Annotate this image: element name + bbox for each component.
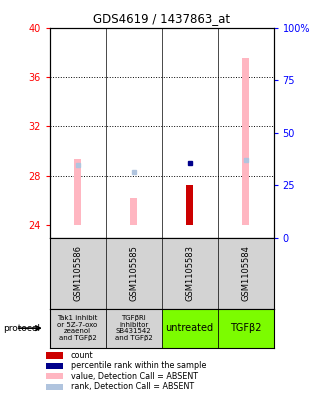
- Text: rank, Detection Call = ABSENT: rank, Detection Call = ABSENT: [71, 382, 194, 391]
- Bar: [186, 185, 193, 226]
- Text: GSM1105584: GSM1105584: [241, 245, 250, 301]
- Bar: [46, 373, 63, 380]
- Title: GDS4619 / 1437863_at: GDS4619 / 1437863_at: [93, 12, 230, 25]
- Bar: [46, 363, 63, 369]
- Bar: [46, 384, 63, 390]
- Bar: [50, 309, 106, 348]
- Bar: [162, 309, 218, 348]
- Bar: [106, 309, 162, 348]
- Text: GSM1105583: GSM1105583: [185, 245, 194, 301]
- Text: protocol: protocol: [3, 324, 40, 332]
- Bar: [218, 309, 274, 348]
- Bar: [130, 198, 137, 226]
- Bar: [46, 352, 63, 359]
- Text: TGFβ2: TGFβ2: [230, 323, 261, 333]
- Bar: [74, 159, 81, 226]
- Text: Tak1 inhibit
or 5Z-7-oxo
zeaenol
and TGFβ2: Tak1 inhibit or 5Z-7-oxo zeaenol and TGF…: [57, 316, 98, 341]
- Bar: [242, 59, 249, 226]
- Text: TGFβRI
inhibitor
SB431542
and TGFβ2: TGFβRI inhibitor SB431542 and TGFβ2: [115, 316, 152, 341]
- Text: GSM1105585: GSM1105585: [129, 245, 138, 301]
- Text: GSM1105586: GSM1105586: [73, 245, 82, 301]
- Text: value, Detection Call = ABSENT: value, Detection Call = ABSENT: [71, 372, 198, 381]
- Text: percentile rank within the sample: percentile rank within the sample: [71, 362, 206, 370]
- Text: count: count: [71, 351, 93, 360]
- Text: untreated: untreated: [165, 323, 214, 333]
